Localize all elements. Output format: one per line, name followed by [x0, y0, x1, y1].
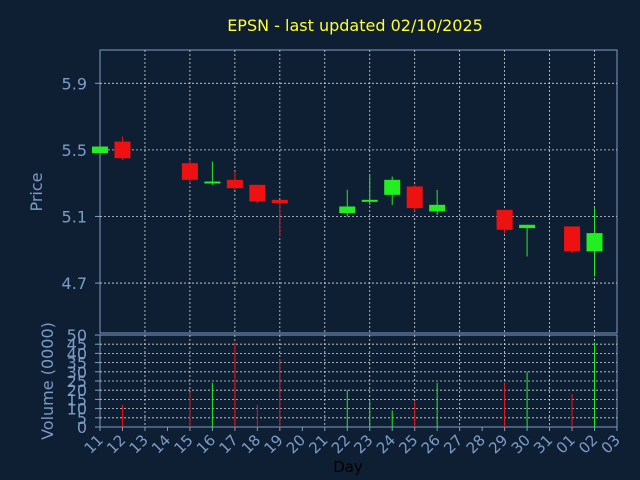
volume-tick-label: 40 — [67, 344, 87, 363]
candle-body — [181, 163, 198, 180]
candle-body — [249, 184, 266, 202]
candle-body — [339, 206, 356, 214]
candle-body — [204, 181, 221, 184]
chart-title: EPSN - last updated 02/10/2025 — [227, 16, 483, 35]
volume-tick-label: 0 — [77, 418, 87, 437]
candle-body — [384, 179, 401, 195]
candle-body — [564, 226, 581, 252]
price-tick-label: 4.7 — [62, 274, 87, 293]
candle-body — [496, 209, 513, 230]
volume-tick-label: 10 — [67, 400, 87, 419]
candle-body — [271, 199, 288, 204]
volume-tick-label: 20 — [67, 381, 87, 400]
x-axis-label: Day — [333, 458, 363, 476]
volume-tick-label: 30 — [67, 363, 87, 382]
candle-body — [92, 146, 108, 154]
price-axis-label: Price — [27, 172, 46, 211]
candle-body — [114, 141, 131, 159]
price-tick-label: 5.5 — [62, 141, 87, 160]
price-frame — [99, 49, 618, 334]
candle-body — [519, 224, 536, 229]
price-tick-label: 5.1 — [62, 207, 87, 226]
volume-tick-label: 45 — [67, 335, 87, 354]
volume-tick-label: 35 — [67, 354, 87, 373]
volume-axis-label: Volume (0000) — [38, 322, 57, 440]
candle-body — [361, 199, 378, 202]
candle-body — [226, 179, 243, 189]
x-axis: 1112131415161718192021222324252627282930… — [81, 427, 624, 457]
candle-body — [406, 186, 423, 209]
volume-tick-label: 15 — [67, 390, 87, 409]
volume-tick-label: 50 — [67, 326, 87, 345]
price-panel: 4.7 5.1 5.5 5.9 — [62, 49, 618, 334]
price-tick-label: 5.9 — [62, 74, 87, 93]
volume-tick-label: 25 — [67, 372, 87, 391]
candle-body — [586, 233, 603, 252]
candle-body — [429, 204, 446, 212]
x-tick-label: 03 — [598, 431, 624, 457]
volume-tick-label: 5 — [77, 409, 87, 428]
